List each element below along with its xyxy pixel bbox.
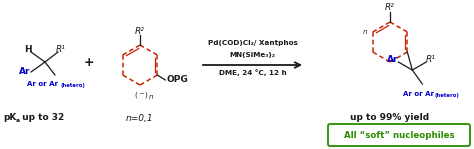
Text: Ar or Ar: Ar or Ar — [27, 81, 58, 87]
Text: Ar or Ar: Ar or Ar — [403, 91, 434, 97]
Text: DME, 24 °C, 12 h: DME, 24 °C, 12 h — [219, 70, 286, 76]
Text: Ar: Ar — [387, 55, 398, 65]
Text: Pd(COD)Cl₂/ Xantphos: Pd(COD)Cl₂/ Xantphos — [208, 40, 298, 46]
Text: R²: R² — [385, 3, 395, 13]
Text: R²: R² — [135, 27, 145, 35]
Text: up to 99% yield: up to 99% yield — [350, 114, 429, 122]
Text: (: ( — [135, 92, 137, 98]
Text: All “soft” nucleophiles: All “soft” nucleophiles — [344, 131, 454, 139]
Text: n: n — [363, 29, 367, 35]
Text: OPG: OPG — [166, 76, 188, 84]
Text: (hetero): (hetero) — [434, 94, 459, 98]
Text: H: H — [24, 45, 32, 53]
Text: a: a — [16, 118, 19, 122]
Text: ): ) — [145, 92, 147, 98]
Text: Ar: Ar — [19, 66, 31, 76]
Text: (hetero): (hetero) — [61, 83, 86, 89]
FancyBboxPatch shape — [328, 124, 470, 146]
Text: n: n — [149, 94, 153, 100]
Text: R¹: R¹ — [56, 45, 66, 53]
Text: +: + — [84, 55, 94, 69]
Text: ~: ~ — [138, 91, 144, 97]
Text: pK: pK — [3, 114, 17, 122]
Text: R¹: R¹ — [425, 55, 435, 65]
Text: MN(SiMe₃)₂: MN(SiMe₃)₂ — [229, 52, 275, 58]
Text: up to 32: up to 32 — [19, 114, 64, 122]
Text: n=0,1: n=0,1 — [126, 114, 154, 122]
